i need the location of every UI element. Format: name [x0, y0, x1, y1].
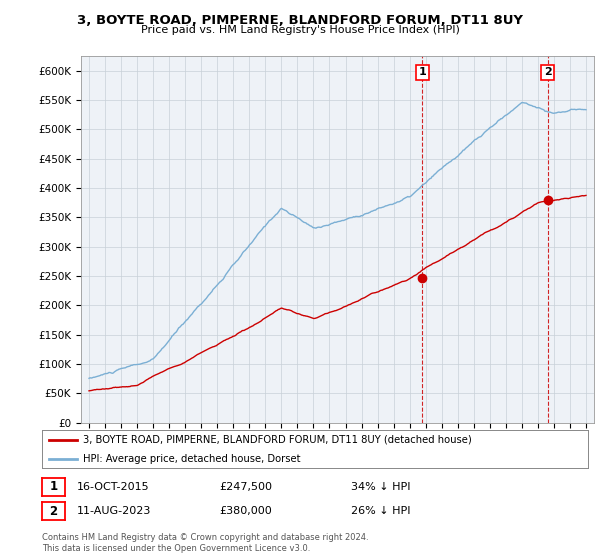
- Text: 26% ↓ HPI: 26% ↓ HPI: [351, 506, 410, 516]
- Text: 2: 2: [544, 67, 551, 77]
- Text: 2: 2: [49, 505, 58, 518]
- Text: 1: 1: [418, 67, 426, 77]
- Text: Price paid vs. HM Land Registry's House Price Index (HPI): Price paid vs. HM Land Registry's House …: [140, 25, 460, 35]
- Text: Contains HM Land Registry data © Crown copyright and database right 2024.
This d: Contains HM Land Registry data © Crown c…: [42, 533, 368, 553]
- Text: 3, BOYTE ROAD, PIMPERNE, BLANDFORD FORUM, DT11 8UY (detached house): 3, BOYTE ROAD, PIMPERNE, BLANDFORD FORUM…: [83, 435, 472, 445]
- Text: 1: 1: [49, 480, 58, 493]
- Text: HPI: Average price, detached house, Dorset: HPI: Average price, detached house, Dors…: [83, 454, 301, 464]
- Text: 11-AUG-2023: 11-AUG-2023: [77, 506, 151, 516]
- Text: £380,000: £380,000: [219, 506, 272, 516]
- Text: £247,500: £247,500: [219, 482, 272, 492]
- Text: 3, BOYTE ROAD, PIMPERNE, BLANDFORD FORUM, DT11 8UY: 3, BOYTE ROAD, PIMPERNE, BLANDFORD FORUM…: [77, 14, 523, 27]
- Text: 34% ↓ HPI: 34% ↓ HPI: [351, 482, 410, 492]
- Text: 16-OCT-2015: 16-OCT-2015: [77, 482, 149, 492]
